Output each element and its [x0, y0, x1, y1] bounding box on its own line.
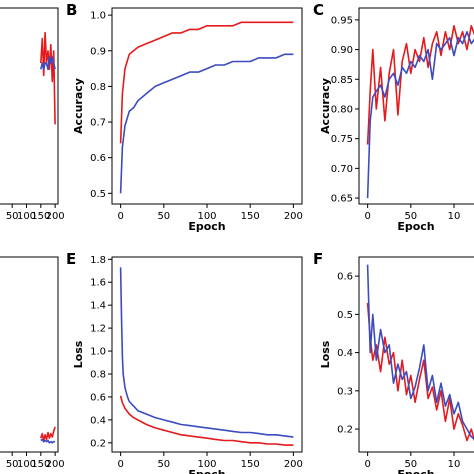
x-tick-label: 100 — [197, 211, 216, 222]
series-line-0 — [119, 21, 294, 144]
y-tick-label: 1.0 — [90, 11, 106, 22]
panel-letter: B — [66, 1, 77, 19]
y-tick-label: 0.90 — [331, 45, 353, 56]
panel-e: 0 50 100 150 200 0.2 0.4 0.6 0.8 1.0 1.2 1.4 1.6 1.8 E… — [66, 250, 303, 474]
y-tick-label: 0.9 — [90, 46, 106, 57]
x-tick-label: 50 — [157, 459, 170, 470]
x-tick-label: 200 — [46, 211, 65, 222]
panel-letter: F — [313, 250, 323, 268]
x-axis-label: Epoch — [188, 468, 225, 474]
x-tick-label: 150 — [31, 459, 50, 470]
y-axis-label: Loss — [72, 340, 85, 368]
x-tick-label: 10 — [448, 459, 461, 470]
x-tick-label: 200 — [284, 459, 303, 470]
series-group — [366, 24, 474, 199]
axes-frame — [0, 256, 59, 453]
series-line-1 — [40, 438, 56, 444]
series-line-0 — [366, 24, 474, 145]
y-tick-label: 0.2 — [90, 438, 106, 449]
x-tick-label: 50 — [404, 459, 417, 470]
y-tick-label: 0.5 — [337, 310, 353, 321]
series-line-1 — [119, 53, 294, 194]
y-tick-label: 0.7 — [90, 118, 106, 129]
series-group — [366, 264, 474, 442]
series-group — [40, 426, 56, 444]
y-axis-label: Accuracy — [319, 78, 332, 134]
panel-letter: C — [313, 1, 324, 19]
series-line-0 — [119, 267, 294, 438]
y-tick-label: 0.4 — [90, 415, 106, 426]
y-tick-label: 0.6 — [90, 153, 106, 164]
y-tick-label: 0.95 — [331, 15, 353, 26]
series-line-1 — [40, 56, 56, 71]
axes-frame — [111, 256, 303, 453]
x-tick-label: 0 — [364, 211, 370, 222]
y-tick-label: 0.5 — [90, 189, 106, 200]
y-tick-label: 0.4 — [337, 348, 353, 359]
y-tick-label: 0.2 — [337, 425, 353, 436]
y-tick-label: 0.6 — [337, 272, 353, 283]
series-line-1 — [119, 395, 294, 446]
y-tick-label: 1.8 — [90, 255, 106, 266]
panel-b: 0 50 100 150 200 0.5 0.6 0.7 0.8 0.9 1.0 Epoch Accur… — [66, 1, 303, 233]
series-line-0 — [366, 302, 474, 442]
x-tick-label: 50 — [404, 211, 417, 222]
x-tick-label: 50 — [6, 459, 19, 470]
y-axis-label: Loss — [319, 340, 332, 368]
axes-frame — [0, 7, 59, 205]
x-tick-label: 100 — [197, 459, 216, 470]
y-tick-label: 0.8 — [90, 370, 106, 381]
x-tick-label: 100 — [17, 459, 36, 470]
axes-frame — [111, 7, 303, 205]
y-tick-label: 1.4 — [90, 301, 106, 312]
x-tick-label: 10 — [448, 211, 461, 222]
series-line-0 — [40, 426, 56, 442]
x-tick-label: 0 — [117, 459, 123, 470]
series-line-0 — [40, 31, 56, 125]
x-axis-label: Epoch — [397, 220, 434, 233]
x-tick-label: 0 — [364, 459, 370, 470]
x-tick-label: 0 — [117, 211, 123, 222]
y-tick-label: 0.80 — [331, 104, 353, 115]
series-group — [119, 21, 294, 194]
y-tick-label: 0.8 — [90, 82, 106, 93]
series-group — [119, 267, 294, 446]
series-group — [40, 31, 56, 125]
y-tick-label: 0.75 — [331, 134, 353, 145]
y-tick-label: 0.70 — [331, 164, 353, 175]
series-line-1 — [366, 30, 474, 199]
panel-letter: E — [66, 250, 76, 268]
x-tick-label: 200 — [46, 459, 65, 470]
x-tick-label: 50 — [157, 211, 170, 222]
panel-c: 0 50 10 0.65 0.70 0.75 0.80 0.85 0.90 0.95 Epoch Ac… — [313, 1, 474, 233]
x-tick-label: 100 — [17, 211, 36, 222]
panel-f: 0 50 10 0.2 0.3 0.4 0.5 0.6 Epoch Loss F — [313, 250, 474, 474]
x-axis-label: Epoch — [397, 468, 434, 474]
x-tick-label: 150 — [241, 211, 260, 222]
x-tick-label: 150 — [241, 459, 260, 470]
y-tick-label: 0.6 — [90, 392, 106, 403]
y-tick-label: 0.3 — [337, 386, 353, 397]
x-tick-label: 200 — [284, 211, 303, 222]
series-line-1 — [366, 264, 474, 441]
x-tick-label: 50 — [6, 211, 19, 222]
y-axis-label: Accuracy — [72, 78, 85, 134]
x-axis-label: Epoch — [188, 220, 225, 233]
y-tick-label: 0.65 — [331, 194, 353, 205]
y-tick-label: 1.6 — [90, 278, 106, 289]
y-tick-label: 1.2 — [90, 324, 106, 335]
x-tick-label: 150 — [31, 211, 50, 222]
y-tick-label: 1.0 — [90, 347, 106, 358]
y-tick-label: 0.85 — [331, 75, 353, 86]
